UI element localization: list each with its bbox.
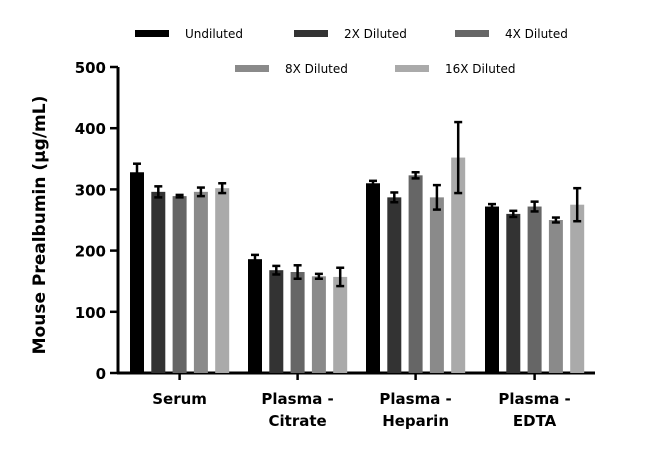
legend-label: 4X Diluted xyxy=(505,27,568,41)
error-bar xyxy=(530,200,539,213)
error-bar xyxy=(369,179,377,187)
legend-item: 16X Diluted xyxy=(395,62,516,76)
legend-swatch xyxy=(235,65,269,72)
legend-item: 8X Diluted xyxy=(235,62,348,76)
category-label: Serum xyxy=(152,390,207,408)
error-bar xyxy=(272,264,281,276)
bar xyxy=(311,276,326,373)
category-labels: Serum Plasma - Citrate Plasma - Heparin Plasm… xyxy=(152,390,571,430)
category-label: Plasma - xyxy=(261,390,333,408)
legend-label: 16X Diluted xyxy=(445,62,516,76)
error-bar xyxy=(432,183,441,211)
error-bar xyxy=(573,186,582,223)
error-bar xyxy=(390,191,399,204)
legend-item: 2X Diluted xyxy=(294,27,407,41)
bar xyxy=(172,196,187,373)
error-bar xyxy=(509,209,518,219)
legend-swatch xyxy=(455,30,489,37)
legend-label: 2X Diluted xyxy=(344,27,407,41)
legend-label: 8X Diluted xyxy=(285,62,348,76)
error-bar xyxy=(454,120,463,195)
bars xyxy=(130,120,585,373)
y-tick-label: 0 xyxy=(96,365,106,383)
error-bar xyxy=(336,266,345,288)
bar xyxy=(570,204,585,373)
legend-swatch xyxy=(395,65,429,72)
y-axis-label: Mouse Prealbumin (μg/mL) xyxy=(30,96,50,355)
bar xyxy=(548,220,563,373)
error-bar xyxy=(251,253,259,265)
bar xyxy=(193,191,208,373)
error-bar xyxy=(293,264,302,281)
error-bar xyxy=(551,216,560,224)
bar xyxy=(269,270,284,373)
bar xyxy=(151,191,166,373)
legend-label: Undiluted xyxy=(185,27,243,41)
category-label: Plasma - xyxy=(379,390,451,408)
bar xyxy=(527,206,542,373)
bar xyxy=(290,272,305,373)
bar xyxy=(485,206,499,373)
error-bar xyxy=(488,202,496,211)
bar xyxy=(130,172,144,373)
error-bar xyxy=(133,162,141,183)
legend-item: Undiluted xyxy=(135,27,243,41)
error-bar xyxy=(314,272,323,281)
bar xyxy=(408,175,423,373)
bar xyxy=(333,276,348,373)
category-label: EDTA xyxy=(513,412,557,430)
error-bar xyxy=(154,185,163,199)
legend-item: 4X Diluted xyxy=(455,27,568,41)
bar xyxy=(506,213,521,373)
error-bar xyxy=(196,186,205,198)
category-label: Citrate xyxy=(269,412,327,430)
bar xyxy=(248,259,262,373)
category-label: Heparin xyxy=(382,412,449,430)
bar xyxy=(366,183,380,373)
y-tick-label: 200 xyxy=(75,243,106,261)
legend-swatch xyxy=(294,30,328,37)
y-tick-label: 100 xyxy=(75,304,106,322)
bar xyxy=(215,188,230,373)
bar xyxy=(387,197,402,373)
legend-swatch xyxy=(135,30,169,37)
error-bar xyxy=(411,171,420,180)
y-tick-label: 400 xyxy=(75,120,106,138)
legend: Undiluted 2X Diluted 4X Diluted 8X Diluted 1… xyxy=(135,27,568,76)
y-tick-label: 300 xyxy=(75,181,106,199)
category-label: Plasma - xyxy=(498,390,570,408)
bar xyxy=(429,197,444,373)
error-bar xyxy=(175,193,184,199)
y-tick-label: 500 xyxy=(75,59,106,77)
bar xyxy=(451,157,466,373)
error-bar xyxy=(218,182,227,195)
